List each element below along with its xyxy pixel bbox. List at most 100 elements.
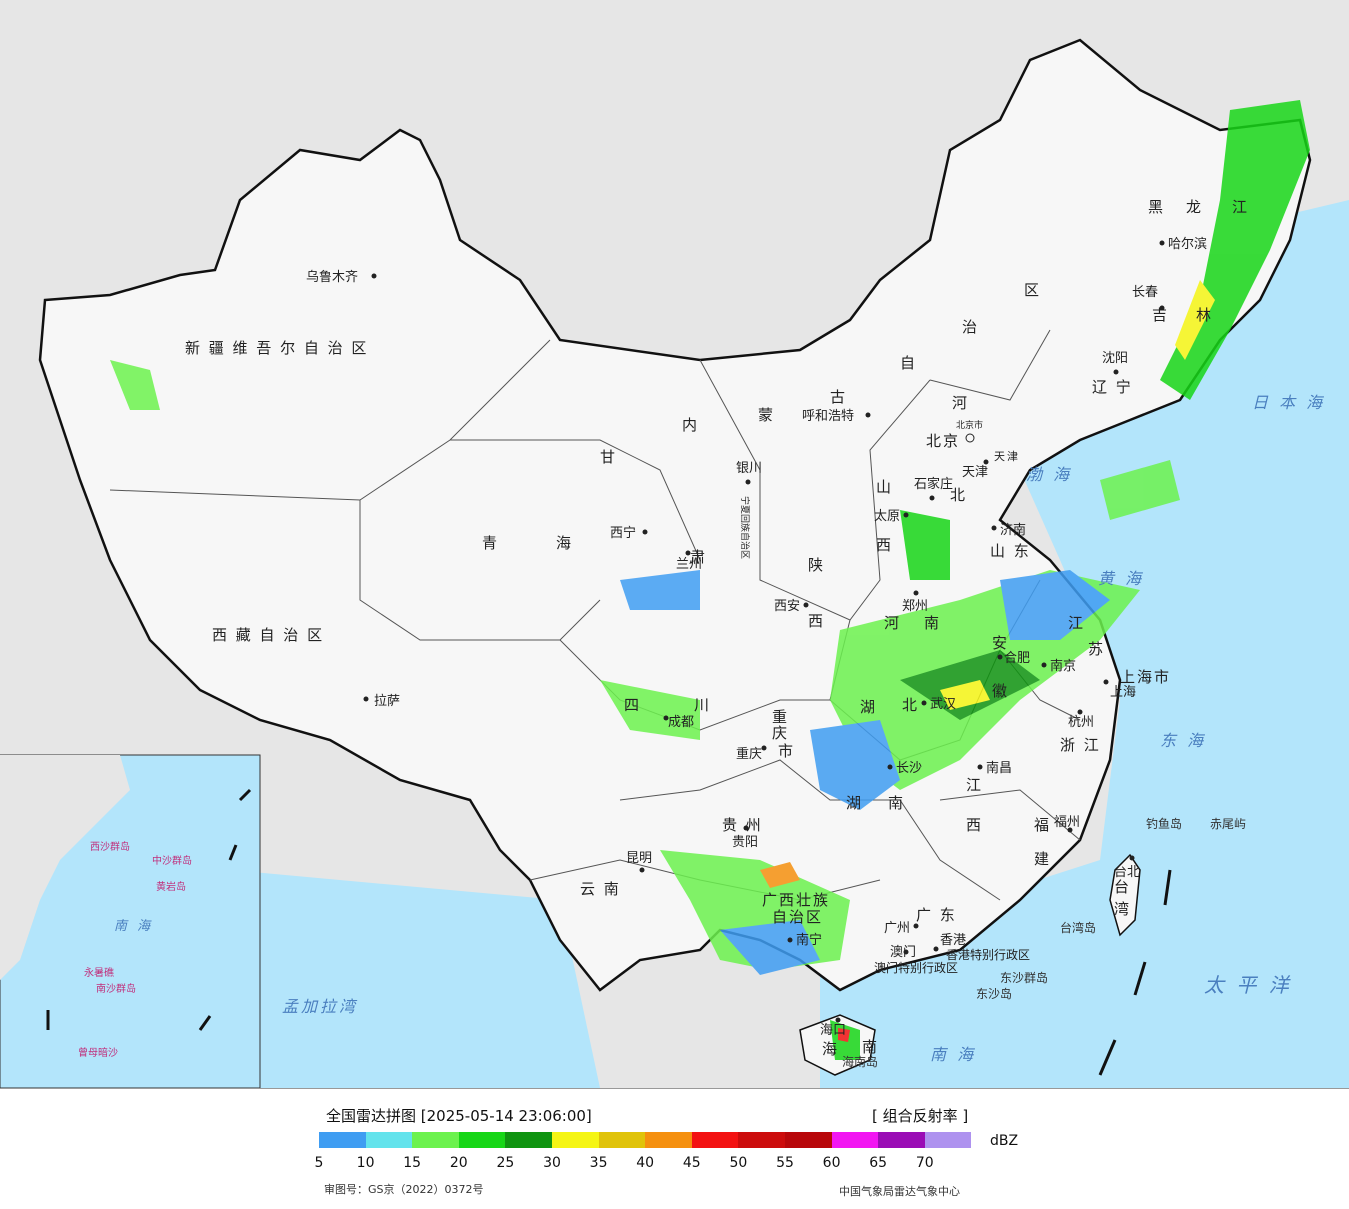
city-label-hohhot: 呼和浩特 [802, 409, 854, 424]
echo-shandong-coast [1100, 460, 1180, 520]
sea-label-bohai: 渤 海 [1026, 465, 1072, 484]
color-scale-tick-label: 40 [636, 1155, 655, 1171]
province-label-qinghai: 海 [556, 534, 573, 552]
color-swatch [784, 1132, 832, 1148]
city-label-nanchang: 南昌 [986, 760, 1012, 776]
map-approval-number: 审图号：GS京（2022）0372号 [324, 1183, 484, 1196]
color-scale-tick-label: 60 [822, 1155, 841, 1171]
color-swatch [551, 1132, 599, 1148]
province-label-shanghai: 上海市 [1120, 668, 1171, 686]
province-label-guangdong: 广 东 [916, 906, 957, 924]
province-label-neimenggu: 古 [830, 388, 847, 406]
city-label-nanjing: 南京 [1050, 658, 1076, 674]
city-label-zhengzhou: 郑州 [902, 599, 928, 614]
color-scale-tick-label: 15 [403, 1155, 422, 1171]
color-scale-tick-label: 20 [449, 1155, 468, 1171]
legend-product-label: [ 组合反射率 ] [872, 1107, 969, 1125]
island-label-chiwei: 赤尾屿 [1210, 817, 1246, 831]
city-label-macau: 澳门 [890, 944, 916, 960]
province-label-heilongjiang: 江 [1232, 198, 1249, 216]
island-label-diaoyu: 钓鱼岛 [1146, 816, 1182, 831]
city-label-lanzhou: 兰州 [676, 557, 702, 572]
city-label-nanning: 南宁 [796, 932, 822, 948]
province-label-neimenggu: 治 [962, 318, 979, 336]
province-label-hainan: 南 [862, 1038, 879, 1056]
city-dots [363, 240, 1165, 1023]
city-label-yinchuan: 银川 [736, 461, 762, 476]
echo-sichuan [600, 680, 700, 740]
south-china-sea-inset [0, 754, 261, 1088]
province-label-gansu: 肃 [690, 548, 707, 566]
color-swatch [598, 1132, 646, 1148]
color-scale-tick-label: 55 [776, 1155, 794, 1171]
city-label-taiyuan: 太原 [874, 509, 900, 524]
echo-hubei-blue [810, 720, 900, 810]
province-label-guangxi: 自治区 [772, 908, 823, 926]
city-label-xian: 西安 [774, 599, 800, 614]
echo-shanxi [900, 510, 950, 580]
province-label-hebei: 北 [950, 486, 967, 504]
province-label-shanxi: 山 [876, 478, 893, 496]
city-label-fuzhou: 福州 [1054, 815, 1080, 830]
ocean-east [820, 250, 1349, 1088]
province-label-xizang: 西 藏 自 治 区 [212, 626, 324, 644]
province-label-heilongjiang: 黑 [1148, 198, 1165, 216]
inset-labels: 西沙群岛 中沙群岛 黄岩岛 南沙群岛 曾母暗沙 永暑礁 [78, 840, 192, 1059]
province-label-chongqing: 庆 [772, 724, 789, 742]
province-label-chongqing: 市 [778, 742, 795, 760]
province-label-gansu: 甘 [600, 448, 617, 466]
province-label-hunan: 湖 [846, 794, 863, 812]
city-label-hangzhou: 杭州 [1068, 715, 1094, 730]
province-label-heilongjiang: 龙 [1186, 198, 1203, 216]
color-scale-tick-label: 10 [356, 1155, 375, 1171]
sea-label-pacific: 太 平 洋 [1204, 973, 1292, 997]
island-labels: 钓鱼岛 赤尾屿 台湾岛 海南岛 东沙群岛 东沙岛 [842, 816, 1246, 1069]
sea-label-bengal: 孟加拉湾 [282, 997, 358, 1016]
province-label-guangxi: 广西壮族 [762, 891, 830, 909]
city-label-haikou: 海口 [820, 1023, 846, 1038]
province-label-henan: 河 [884, 614, 901, 632]
color-scale-tick-label: 35 [589, 1155, 608, 1171]
city-label-lhasa: 拉萨 [374, 694, 400, 709]
sea-label-nanhai-inset: 南 海 [114, 919, 153, 934]
color-scale-bar [319, 1132, 972, 1148]
province-label-jiangxi: 江 [966, 776, 983, 794]
color-swatch [878, 1132, 925, 1148]
china-landmass [38, 38, 1312, 992]
province-label-qinghai: 青 [482, 534, 499, 552]
province-label-zhejiang: 浙 江 [1060, 736, 1101, 754]
color-scale-tick-label: 25 [496, 1155, 515, 1171]
province-label-jiangxi: 西 [966, 816, 983, 834]
province-label-taiwan: 湾 [1114, 900, 1131, 918]
province-label-neimenggu: 蒙 [758, 406, 775, 424]
color-swatch [505, 1132, 552, 1148]
color-swatch [738, 1132, 785, 1148]
city-labels: 乌鲁木齐 拉萨 西宁 兰州 银川 呼和浩特 哈尔滨 长春 沈阳 北京市 天津 石… [306, 236, 1207, 1038]
province-label-neimenggu: 内 [682, 416, 699, 434]
legend-panel: 全国雷达拼图 [2025-05-14 23:06:00] [ 组合反射率 ] d… [0, 1088, 1349, 1209]
province-label-tianjin: 天津 [994, 450, 1020, 463]
legend-unit: dBZ [990, 1133, 1019, 1149]
sea-label-japan: 日 本 海 [1252, 393, 1325, 412]
province-label-jilin: 林 [1196, 306, 1213, 324]
city-label-hongkong: 香港 [940, 933, 966, 948]
province-label-xinjiang: 新 疆 维 吾 尔 自 治 区 [185, 339, 368, 357]
province-label-fujian: 福 [1034, 816, 1051, 834]
color-scale-tick-label: 45 [682, 1155, 701, 1171]
province-labels: 新 疆 维 吾 尔 自 治 区 西 藏 自 治 区 青 海 甘 肃 内 蒙 古 … [185, 198, 1249, 1058]
province-label-jiangsu: 江 [1068, 614, 1085, 632]
city-label-taibei: 台北 [1114, 865, 1140, 880]
radar-echo-layer [110, 100, 1310, 1060]
city-label-kunming: 昆明 [626, 851, 652, 866]
island-label-taiwan: 台湾岛 [1060, 920, 1096, 935]
city-label-shenyang: 沈阳 [1102, 351, 1128, 366]
province-label-hubei: 北 [902, 696, 919, 714]
province-label-hebei: 河 [952, 394, 969, 412]
province-label-hongkong: 香港特别行政区 [946, 947, 1030, 962]
city-label-jinan: 济南 [1000, 522, 1026, 538]
color-swatch [412, 1132, 459, 1148]
province-label-hunan: 南 [888, 794, 905, 812]
island-label-dongsha: 东沙岛 [976, 986, 1012, 1001]
city-label-xining: 西宁 [610, 525, 636, 541]
province-label-jilin: 吉 [1152, 306, 1169, 324]
